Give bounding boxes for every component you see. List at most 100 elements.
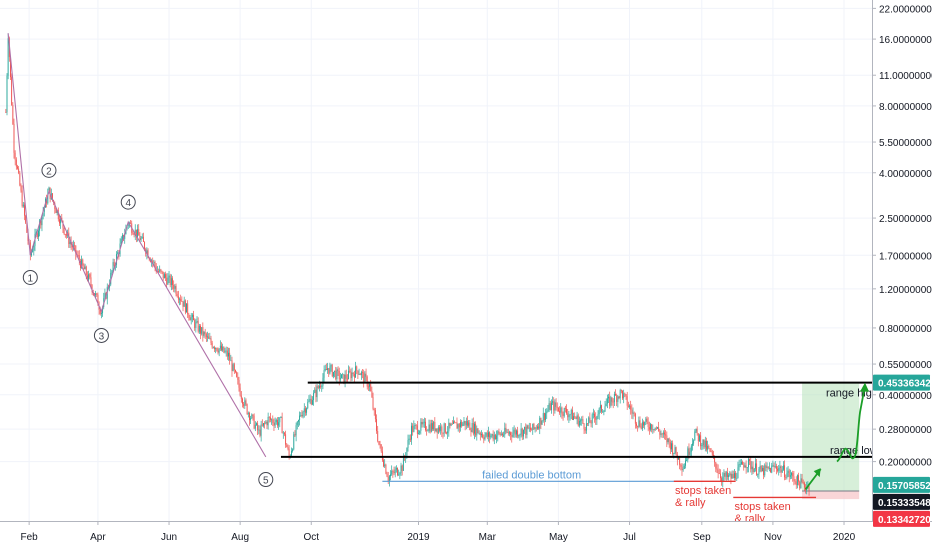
candle-body — [372, 397, 374, 409]
candle-body — [324, 369, 326, 371]
candle-body — [257, 423, 259, 431]
candle-body — [89, 274, 91, 278]
candle-body — [69, 241, 71, 245]
candle — [590, 420, 592, 428]
candle-body — [596, 416, 598, 420]
candle-body — [350, 371, 352, 379]
candle — [478, 430, 480, 435]
candle-body — [25, 215, 27, 223]
candle-body — [379, 444, 381, 446]
candle — [391, 465, 393, 476]
candle-body — [77, 255, 79, 256]
candle-body — [90, 277, 92, 286]
candle-body — [808, 484, 810, 491]
candle-body — [481, 434, 482, 436]
candle — [179, 297, 180, 306]
candle — [765, 461, 767, 472]
candle — [533, 422, 535, 430]
candle-body — [491, 434, 493, 436]
candle-body — [615, 394, 616, 396]
candle — [412, 423, 414, 436]
candle-body — [236, 372, 238, 377]
candle — [360, 370, 362, 380]
candle-body — [24, 204, 25, 216]
candle-body — [88, 274, 90, 280]
candle-body — [555, 402, 557, 407]
candle-body — [435, 428, 437, 431]
candle-body — [228, 352, 229, 357]
candle — [556, 402, 558, 412]
candle-body — [394, 469, 396, 474]
candle — [626, 391, 628, 410]
candle — [313, 390, 315, 406]
candle — [190, 312, 192, 325]
candle-body — [12, 104, 14, 124]
candle-body — [631, 409, 633, 414]
candle — [208, 333, 210, 339]
candle-body — [335, 370, 337, 380]
candle — [718, 468, 720, 475]
candle — [300, 412, 302, 417]
candle-body — [140, 238, 142, 241]
candle-body — [310, 398, 312, 405]
candle-body — [259, 429, 261, 436]
candle-body — [707, 445, 709, 450]
candle — [380, 444, 382, 453]
candle — [740, 459, 742, 466]
candle-body — [152, 260, 154, 263]
candle — [426, 426, 428, 436]
candle — [170, 274, 172, 291]
candle — [791, 471, 793, 479]
candle — [324, 364, 326, 372]
candle-body — [296, 421, 298, 426]
candle-body — [258, 429, 260, 431]
candle — [668, 437, 670, 448]
candle — [20, 183, 22, 193]
price-tick-label: 5.50000000 — [879, 138, 932, 149]
candle — [601, 404, 602, 414]
candle — [205, 332, 207, 343]
candle-body — [225, 350, 227, 352]
candle — [242, 397, 243, 408]
candle — [498, 428, 500, 435]
level-label: range high — [826, 388, 878, 400]
candle — [789, 469, 791, 480]
candle — [387, 471, 389, 485]
candle — [753, 467, 755, 473]
candle — [112, 258, 114, 273]
candle — [725, 470, 727, 481]
candle-body — [634, 413, 636, 424]
candle-body — [19, 172, 21, 186]
candle — [630, 400, 632, 415]
candle-body — [679, 456, 681, 465]
candle-body — [781, 469, 783, 473]
wave-line — [7, 33, 267, 458]
candle — [379, 440, 381, 449]
candle-body — [669, 442, 671, 450]
candle — [356, 365, 358, 375]
candle-body — [387, 476, 389, 481]
candle — [702, 439, 704, 450]
candle — [290, 447, 292, 457]
candle-body — [470, 430, 472, 432]
candle-body — [764, 465, 766, 476]
candle-body — [550, 402, 552, 411]
candle — [186, 303, 187, 313]
candle-body — [395, 467, 397, 470]
candle-body — [608, 396, 609, 399]
candle — [327, 362, 329, 374]
candle — [482, 432, 484, 439]
candle-body — [461, 421, 463, 427]
candle — [21, 185, 23, 208]
candle — [726, 467, 728, 480]
candle — [492, 430, 494, 442]
candle-body — [317, 386, 319, 388]
candle — [694, 429, 696, 441]
candle — [799, 480, 801, 491]
candle-body — [82, 259, 84, 266]
candle-body — [359, 374, 361, 376]
candle-body — [798, 475, 800, 482]
candle — [448, 418, 450, 437]
